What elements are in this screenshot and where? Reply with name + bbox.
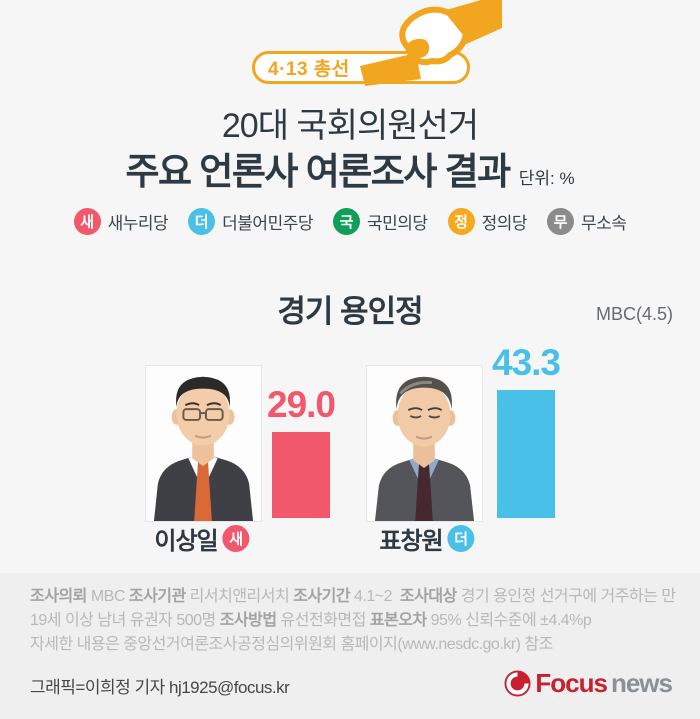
legend-label: 국민의당 (367, 214, 428, 233)
legend-item-saenuri: 새 새누리당 (73, 208, 169, 235)
legend-item-justice: 정 정의당 (447, 208, 528, 235)
party-legend: 새 새누리당 더 더불어민주당 국 국민의당 정 정의당 무 무소속 (0, 208, 700, 235)
candidate-photo-lee-sang-il (145, 365, 262, 522)
candidate-label-lee-sang-il: 이상일 새 (154, 521, 250, 556)
party-badge-icon: 더 (447, 525, 475, 552)
legend-label: 무소속 (580, 214, 627, 233)
footnote-text: 95% 신뢰수준에 ±4.4%p (426, 612, 592, 629)
candidate-label-pyo-chang-won: 표창원 더 (379, 521, 475, 556)
focus-news-logo: Focus news (504, 668, 673, 699)
footnote-label: 조사기관 (128, 588, 186, 605)
legend-item-minjoo: 더 더불어민주당 (188, 208, 313, 235)
footnote-text: 경기 용인정 선거구에 거주하는 만 19세 이상 남녀 유권자 500명 (30, 588, 680, 629)
legend-item-independent: 무 무소속 (546, 208, 627, 235)
party-badge-icon: 더 (188, 208, 216, 235)
main-title-line2: 주요 언론사 여론조사 결과 (125, 151, 511, 192)
candidate-name: 이상일 (154, 528, 218, 555)
footnote-text: MBC (86, 588, 129, 605)
ballot-hand-icon (360, 0, 502, 86)
unit-label: 단위: % (518, 169, 575, 188)
logo-text-focus: Focus (535, 668, 608, 698)
bar-pyo-chang-won (497, 389, 555, 518)
candidate-photo-pyo-chang-won (366, 365, 483, 522)
party-badge-icon: 새 (222, 525, 250, 552)
footnote-label: 조사기간 (293, 588, 351, 605)
bar-lee-sang-il (272, 432, 330, 518)
party-badge-icon: 새 (73, 208, 101, 235)
party-badge-icon: 무 (546, 208, 574, 235)
main-title-line1: 20대 국회의원선거 (221, 107, 479, 145)
legend-label: 더불어민주당 (222, 214, 313, 233)
focus-news-swirl-icon (504, 670, 531, 697)
poll-source-label: MBC(4.5) (595, 304, 673, 324)
legend-label: 새누리당 (107, 214, 169, 233)
footnote-text: 4.1~2 (350, 588, 400, 605)
footnote-text: 리서치앤리서치 (185, 588, 294, 605)
party-badge-icon: 국 (333, 208, 360, 235)
graphic-credit: 그래픽=이희정 기자 hj1925@focus.kr (30, 678, 290, 697)
footnote-reference: 자세한 내용은 중앙선거여론조사공정심의위원회 홈페이지(www.nesdc.g… (30, 636, 553, 653)
party-badge-icon: 정 (447, 208, 475, 235)
legend-label: 정의당 (481, 214, 528, 233)
logo-text-news: news (610, 668, 673, 698)
footnote-label: 표본오차 (369, 612, 427, 629)
footnote-label: 조사의뢰 (30, 588, 87, 605)
candidate-name: 표창원 (379, 528, 443, 555)
district-title: 경기 용인정 (277, 294, 423, 329)
bar-value-lee-sang-il: 29.0 (266, 384, 336, 426)
footnote-text: 유선전화면접 (276, 612, 370, 629)
legend-item-kukmin: 국 국민의당 (333, 208, 428, 235)
footer-band (0, 573, 700, 719)
footnote-label: 조사대상 (399, 588, 457, 605)
survey-methodology-note: 조사의뢰 MBC 조사기관 리서치앤리서치 조사기간 4.1~2 조사대상 경기… (30, 585, 678, 657)
bar-value-pyo-chang-won: 43.3 (491, 341, 561, 383)
election-banner-label: 4·13 총선 (268, 59, 350, 80)
main-title-row: 주요 언론사 여론조사 결과 단위: % (0, 141, 700, 195)
footnote-label: 조사방법 (219, 612, 277, 629)
